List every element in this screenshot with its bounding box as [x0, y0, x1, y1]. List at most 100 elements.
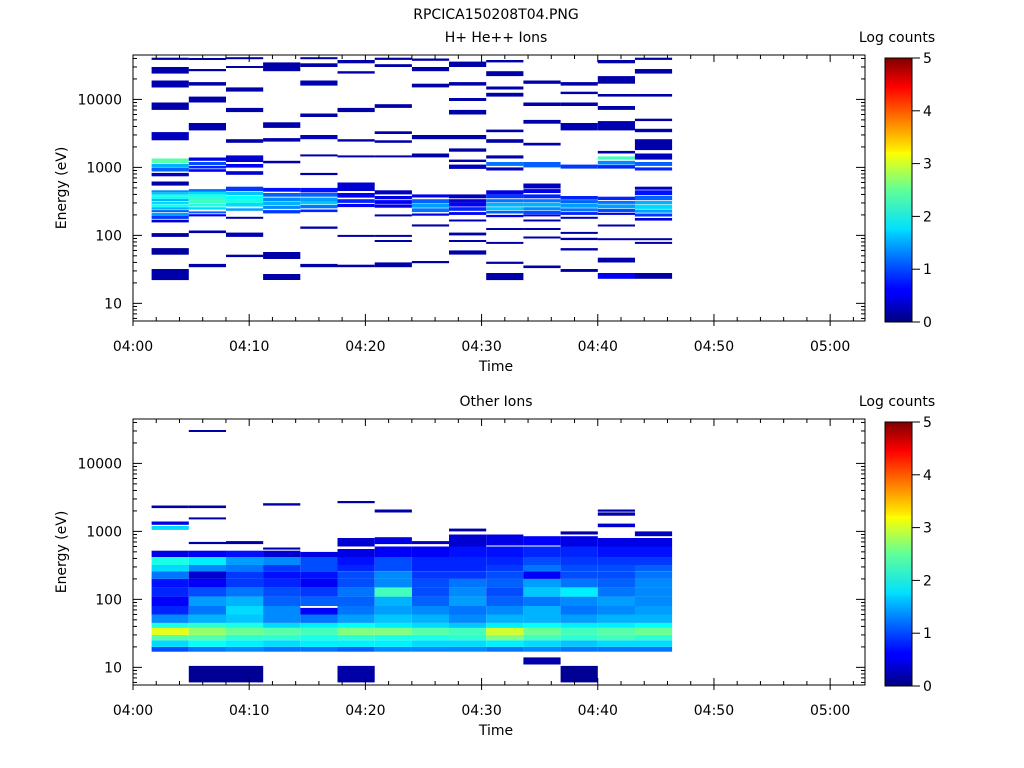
heatmap-cell — [151, 622, 189, 628]
heatmap-cell — [634, 213, 673, 217]
heatmap-cell — [523, 202, 561, 207]
heatmap-cell — [523, 565, 561, 572]
heatmap-cell — [151, 212, 189, 216]
heatmap-cell — [374, 606, 412, 615]
heatmap-cell — [560, 546, 598, 557]
heatmap-cell — [337, 107, 375, 113]
heatmap-cell — [486, 634, 524, 641]
x-tick-label: 04:50 — [694, 703, 734, 719]
heatmap-cell — [226, 557, 264, 565]
heatmap-cell — [263, 587, 301, 597]
heatmap-cell — [523, 265, 561, 269]
heatmap-cell — [411, 83, 450, 88]
heatmap-cell — [486, 534, 524, 546]
heatmap-cell — [449, 98, 487, 101]
heatmap-cell — [188, 587, 226, 597]
heatmap-cell — [597, 121, 635, 131]
heatmap-cell — [449, 587, 487, 597]
heatmap-cell — [263, 571, 301, 579]
heatmap-cell — [634, 587, 673, 597]
heatmap-cell — [486, 194, 524, 199]
heatmap-cell — [634, 201, 673, 205]
heatmap-cell — [226, 164, 264, 168]
heatmap-cell — [337, 139, 375, 142]
heatmap-cell — [300, 607, 338, 615]
heatmap-cell — [560, 208, 598, 212]
heatmap-cell — [560, 646, 598, 652]
heatmap-cell — [560, 557, 598, 565]
heatmap-cell — [634, 531, 673, 537]
heatmap-cell — [597, 646, 635, 652]
heatmap-cell — [151, 571, 189, 579]
heatmap-cell — [486, 596, 524, 606]
heatmap-cell — [226, 107, 264, 113]
heatmap-cell — [374, 634, 412, 641]
heatmap-cell — [486, 273, 524, 281]
heatmap-cell — [188, 165, 226, 169]
heatmap-cell — [411, 199, 450, 204]
heatmap-cell — [188, 565, 226, 572]
heatmap-cell — [263, 578, 301, 588]
heatmap-cell — [411, 153, 450, 158]
heatmap-cell — [337, 193, 375, 198]
heatmap-cell — [300, 634, 338, 641]
heatmap-cell — [226, 66, 264, 68]
heatmap-cell — [300, 197, 338, 202]
heatmap-cells — [151, 57, 673, 281]
heatmap-cell — [560, 200, 598, 204]
heatmap-cell — [374, 104, 412, 108]
heatmap-cell — [634, 571, 673, 579]
heatmap-cell — [188, 578, 226, 588]
heatmap-cell — [634, 622, 673, 628]
heatmap-cell — [226, 196, 264, 200]
heatmap-cell — [449, 250, 487, 255]
heatmap-cell — [337, 665, 375, 683]
heatmap-cell — [449, 61, 487, 67]
heatmap-cell — [300, 578, 338, 588]
heatmap-cell — [300, 63, 338, 67]
x-axis-ticks: 04:00 04:10 04:20 04:30 04:40 04:50 05:00 — [113, 419, 854, 719]
heatmap-cell — [411, 224, 450, 227]
heatmap-cell — [449, 646, 487, 652]
heatmap-cell — [374, 190, 412, 195]
heatmap-cell — [300, 226, 338, 229]
heatmap-cell — [188, 614, 226, 623]
heatmap-cell — [560, 123, 598, 131]
heatmap-cell — [300, 627, 338, 635]
heatmap-cell — [597, 150, 635, 154]
heatmap-cell — [523, 228, 561, 230]
heatmap-cell — [597, 627, 635, 635]
heatmap-cell — [151, 102, 189, 110]
panel-title: H+ He++ Ions — [445, 30, 548, 46]
heatmap-cell — [449, 627, 487, 635]
heatmap-cell — [263, 206, 301, 209]
heatmap-cell — [449, 606, 487, 615]
heatmap-cell — [523, 219, 561, 222]
colorbar-label: Log counts — [859, 30, 935, 46]
heatmap-cell — [486, 202, 524, 207]
heatmap-cell — [560, 237, 598, 241]
heatmap-cell — [597, 106, 635, 110]
heatmap-cell — [374, 262, 412, 268]
x-tick-label: 04:50 — [694, 339, 734, 355]
heatmap-cell — [151, 596, 189, 606]
heatmap-cell — [263, 252, 301, 259]
panel-title: Other Ions — [459, 394, 532, 410]
heatmap-cell — [523, 627, 561, 635]
heatmap-cell — [634, 218, 673, 221]
heatmap-cell — [449, 219, 487, 222]
colorbar-tick-label: 3 — [923, 521, 932, 537]
heatmap-cell — [597, 634, 635, 641]
heatmap-cell — [634, 241, 673, 244]
heatmap-cell — [597, 208, 635, 213]
heatmap-cell — [374, 622, 412, 628]
heatmap-cell — [151, 521, 189, 525]
heatmap-cell — [449, 82, 487, 86]
heatmap-cell — [523, 634, 561, 641]
heatmap-cell — [374, 64, 412, 67]
heatmap-cell — [411, 565, 450, 572]
heatmap-cell — [449, 164, 487, 169]
heatmap-cell — [188, 189, 226, 192]
heatmap-cell — [300, 614, 338, 623]
